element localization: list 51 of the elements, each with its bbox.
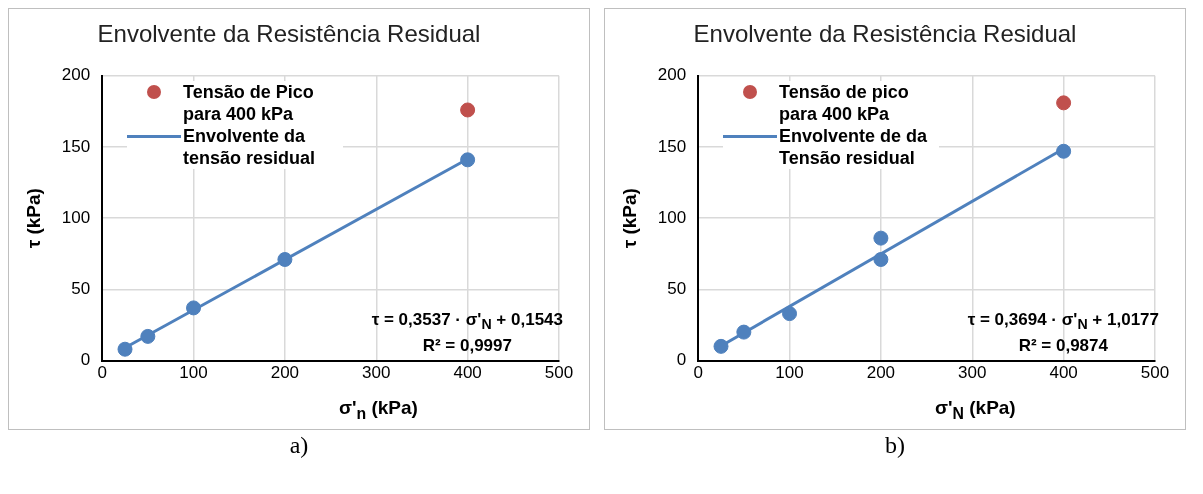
x-tick-label: 200 <box>866 363 896 383</box>
y-tick-label: 200 <box>657 65 687 85</box>
y-tick-label: 50 <box>667 279 687 299</box>
y-tick-label: 0 <box>80 350 91 370</box>
y-axis-title: τ (kPa) <box>22 188 44 249</box>
x-tick-label: 200 <box>270 363 300 383</box>
point <box>873 230 889 246</box>
x-tick-label: 400 <box>1049 363 1078 383</box>
point <box>873 252 889 267</box>
legend-label: Envolvente de da Tensão residual <box>778 125 929 169</box>
x-tick-label: 500 <box>544 363 574 383</box>
y-tick-label: 150 <box>61 136 91 156</box>
y-tick-label: 200 <box>61 65 91 85</box>
text: a) <box>289 432 309 459</box>
x-tick-label: 0 <box>97 363 107 383</box>
point <box>1056 143 1072 159</box>
point <box>186 300 202 316</box>
y-tick-label: 0 <box>676 350 687 370</box>
legend-label: Envolvente da tensão residual <box>182 125 317 169</box>
point <box>736 324 752 340</box>
point <box>782 306 798 322</box>
point <box>460 152 476 168</box>
x-tick-label: 300 <box>958 363 987 383</box>
chart-title: Envolvente da Resistência Residual <box>97 20 481 48</box>
y-tick-label: 150 <box>657 136 687 156</box>
point <box>460 102 476 118</box>
text: b) <box>885 432 905 459</box>
annotation: τ = 0,3694 · σ'$_{N}$ + 1,0177 <box>967 309 1159 335</box>
x-tick-label: 300 <box>362 363 391 383</box>
legend-label: Tensão de Pico para 400 kPa <box>182 81 315 125</box>
y-axis-title: τ (kPa) <box>618 188 640 249</box>
x-axis-title: σ'$_{N}$ (kPa) <box>935 397 1016 423</box>
y-tick-label: 50 <box>71 279 91 299</box>
chart-title: Envolvente da Resistência Residual <box>693 20 1077 48</box>
point <box>140 328 156 344</box>
x-tick-label: 0 <box>693 363 703 383</box>
annotation: R² = 0,9874 <box>1017 335 1109 358</box>
point <box>117 341 133 357</box>
point <box>713 338 729 354</box>
y-tick-label: 100 <box>657 207 687 227</box>
annotation: τ = 0,3537 · σ'$_{N}$ + 0,1543 <box>371 309 563 335</box>
x-tick-label: 400 <box>453 363 482 383</box>
x-tick-label: 500 <box>1140 363 1170 383</box>
point <box>1056 95 1072 111</box>
x-tick-label: 100 <box>775 363 804 383</box>
legend-label: Tensão de pico para 400 kPa <box>778 81 910 125</box>
annotation: R² = 0,9997 <box>421 335 513 358</box>
x-axis-title: σ'$_{n}$ (kPa) <box>339 397 418 423</box>
point <box>277 252 293 267</box>
x-tick-label: 100 <box>179 363 208 383</box>
y-tick-label: 100 <box>61 207 91 227</box>
